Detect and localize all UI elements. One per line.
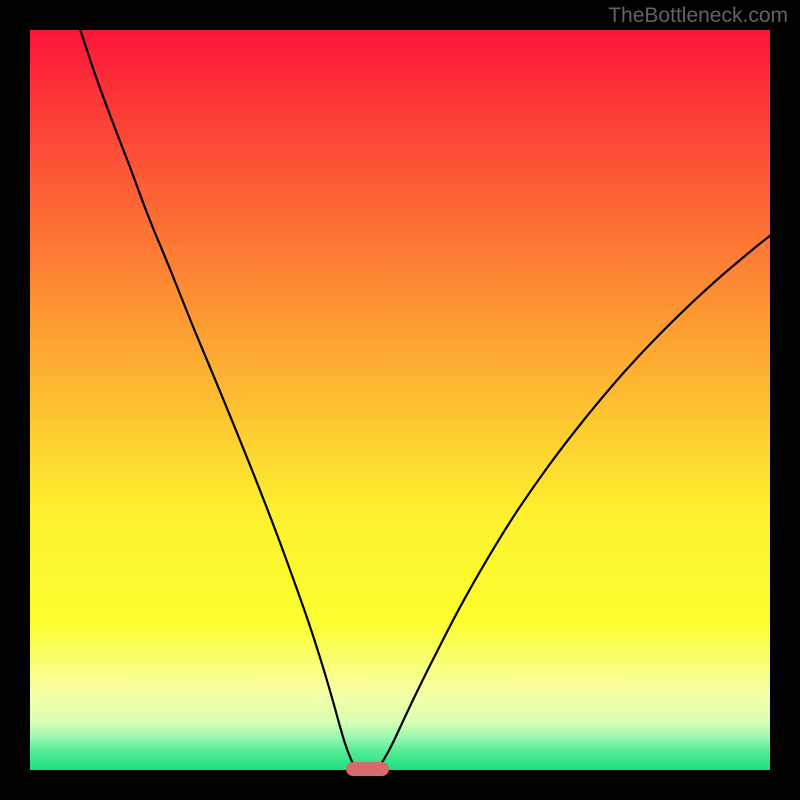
chart-container: { "meta": { "watermark": "TheBottleneck.…: [0, 0, 800, 800]
valley-marker: [346, 762, 389, 777]
watermark-text: TheBottleneck.com: [608, 4, 788, 28]
bottleneck-chart: [0, 0, 800, 800]
plot-background: [30, 30, 770, 770]
